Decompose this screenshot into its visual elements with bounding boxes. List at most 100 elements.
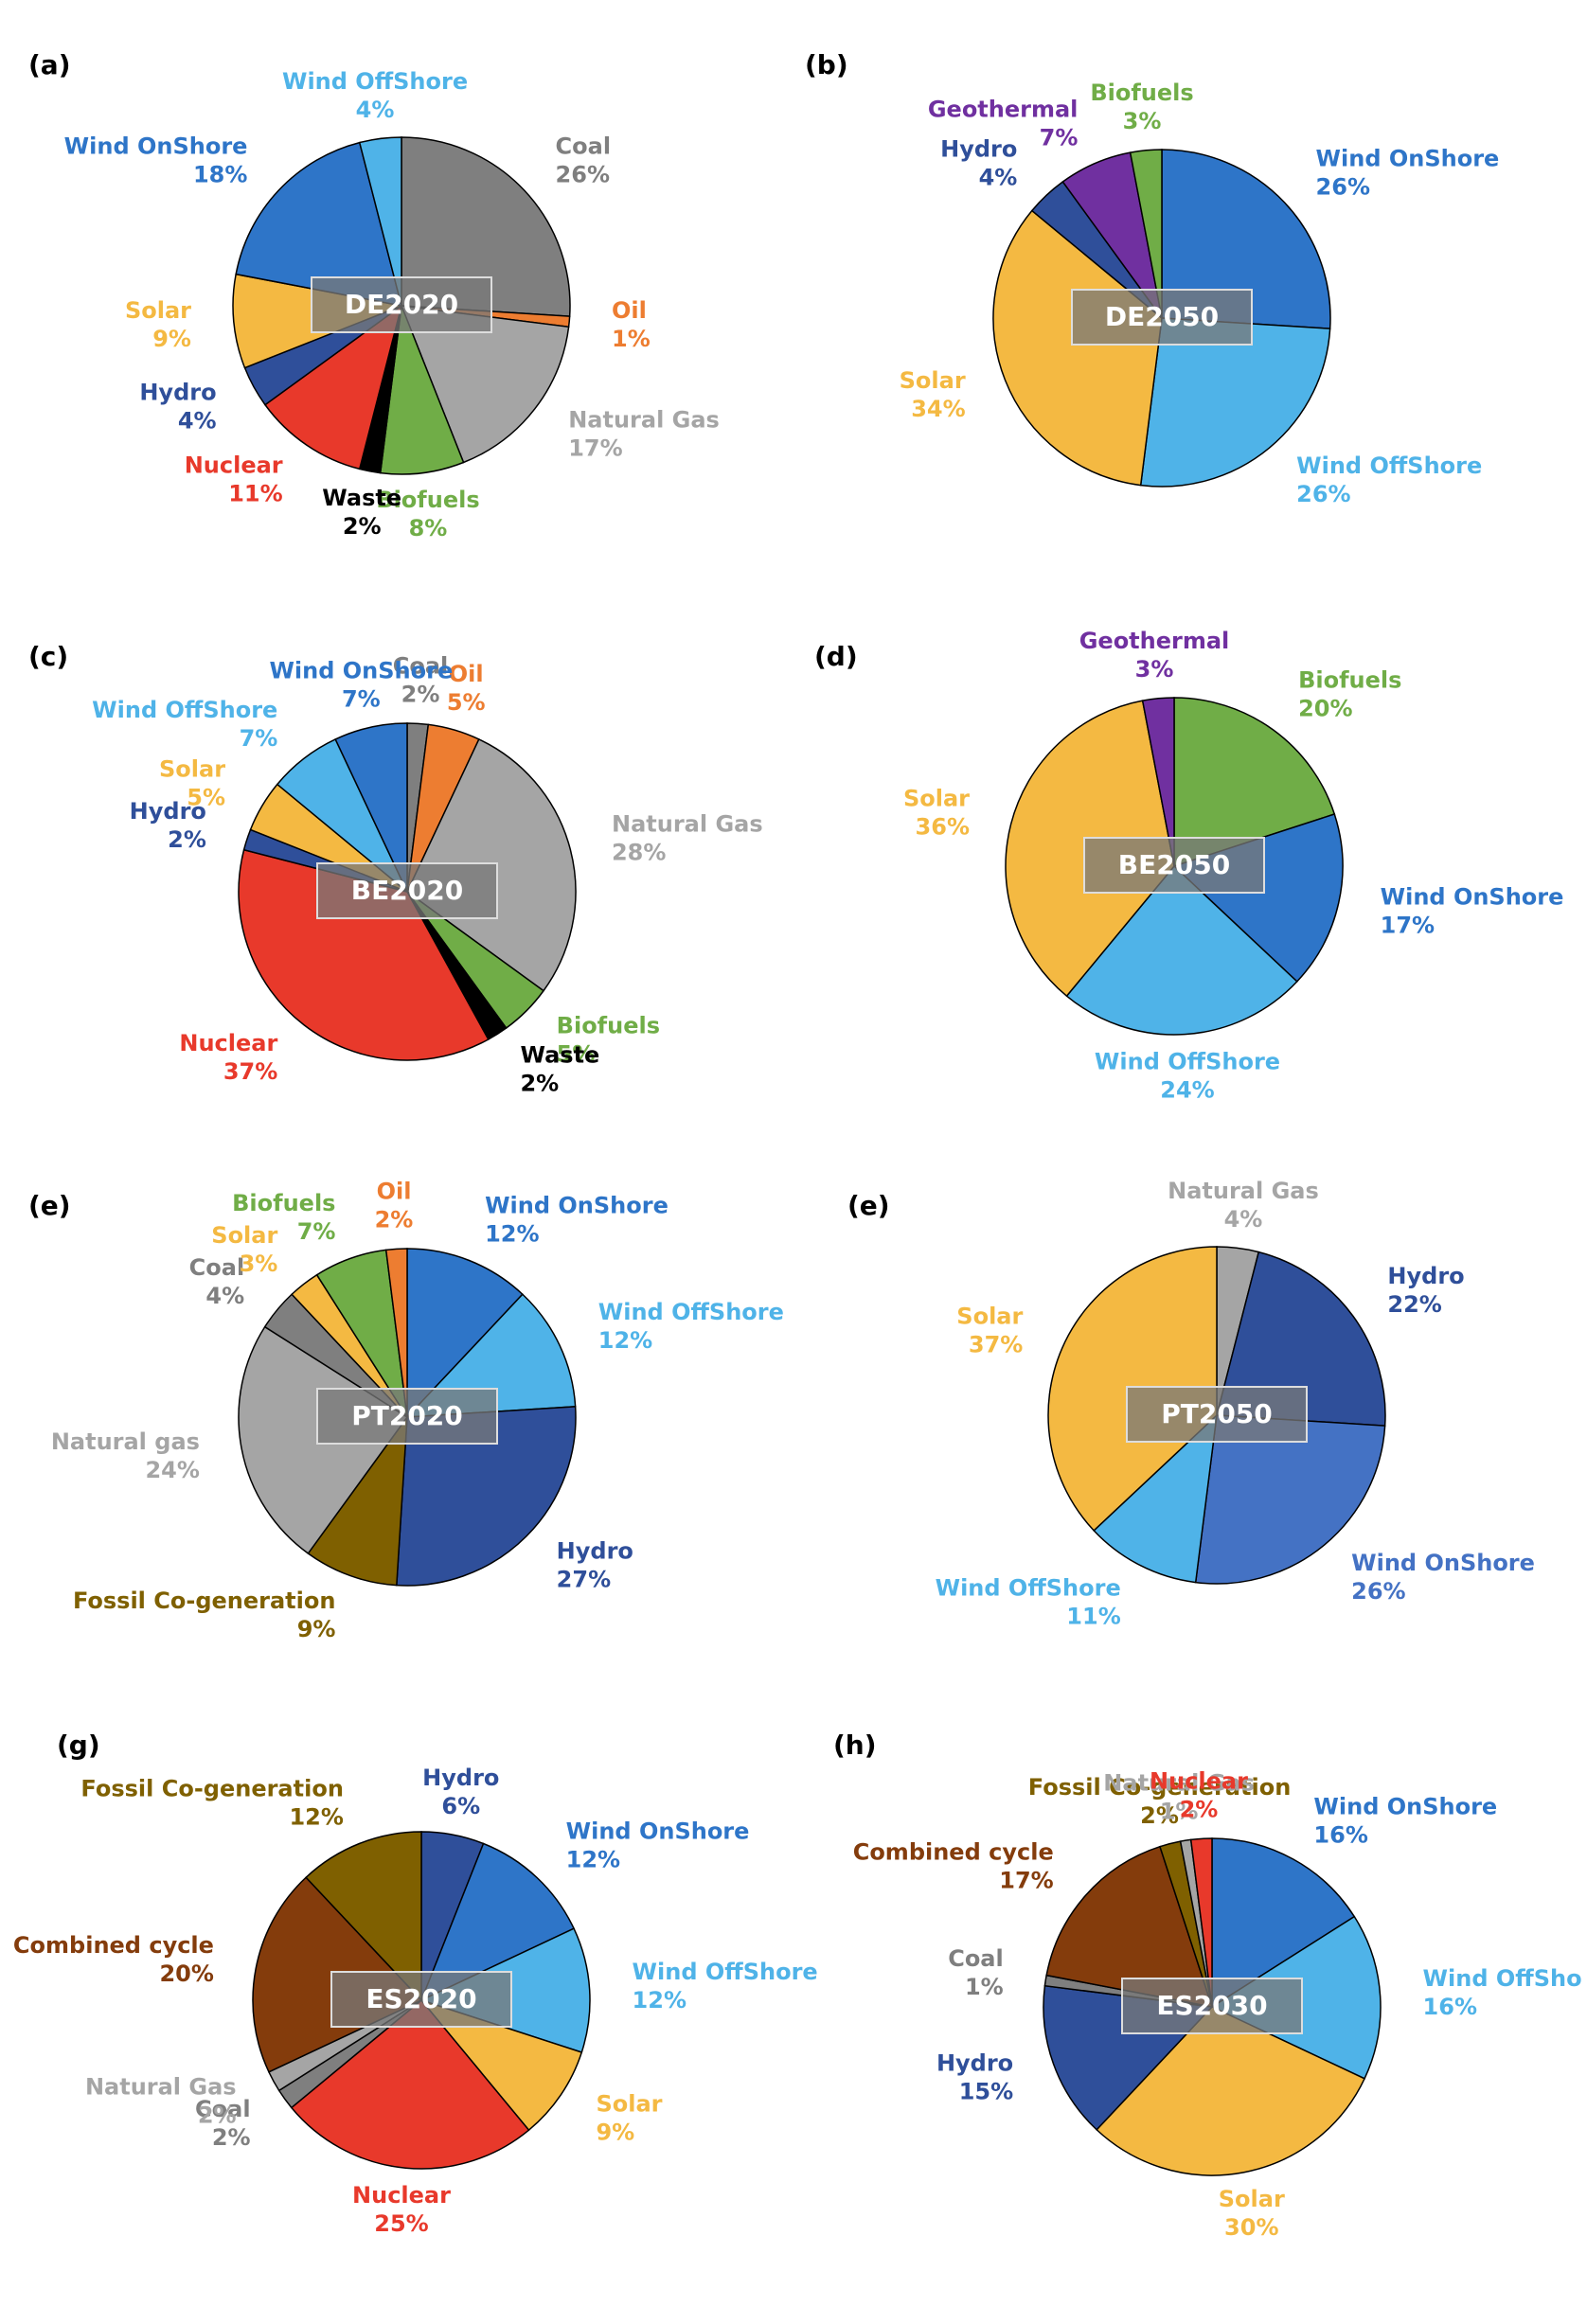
panel-label: (g) <box>57 1730 100 1761</box>
slice-name: Coal <box>393 652 449 679</box>
slice-name: Hydro <box>936 2050 1013 2077</box>
slice-name: Hydro <box>422 1765 499 1791</box>
slice-name: Oil <box>377 1178 412 1204</box>
center-title: PT2020 <box>351 1400 463 1431</box>
pie-slice <box>1194 1414 1386 1585</box>
slice-value-label: 2% <box>401 681 440 707</box>
slice-name: Geothermal <box>928 96 1079 122</box>
slice-name: Fossil Co-generation <box>73 1588 335 1614</box>
slice-value-label: 9% <box>596 2119 634 2145</box>
slice-name: Geothermal <box>1079 628 1230 654</box>
pie-slice <box>405 1293 577 1418</box>
slice-value-label: 24% <box>145 1457 199 1483</box>
pie-slice <box>307 1414 408 1587</box>
pie-slice <box>406 1248 524 1419</box>
slice-value-label: 5% <box>187 784 225 810</box>
slice-name: Biofuels <box>232 1190 335 1216</box>
slice-value-label: 27% <box>557 1567 611 1593</box>
slice-name: Biofuels <box>1090 80 1193 106</box>
slice-value-label: 8% <box>409 515 448 541</box>
panel-label: (h) <box>833 1730 877 1761</box>
slice-name: Wind OffShore <box>92 697 277 723</box>
slice-value-label: 22% <box>1387 1291 1441 1318</box>
pie-slice <box>1161 149 1331 329</box>
slice-value-label: 37% <box>223 1058 277 1085</box>
slice-name: Hydro <box>1387 1263 1464 1289</box>
center-box <box>1071 289 1253 346</box>
pie-slice <box>1189 1837 1213 2008</box>
slice-value-label: 17% <box>568 435 622 462</box>
slice-name: Hydro <box>557 1538 633 1565</box>
slice-value-label: 16% <box>1313 1822 1367 1849</box>
slice-value-label: 26% <box>1351 1578 1405 1605</box>
slice-value-label: 4% <box>979 164 1018 190</box>
slice-value-label: 11% <box>228 480 282 506</box>
center-box <box>316 1388 498 1445</box>
slice-name: Solar <box>125 297 191 324</box>
slice-value-label: 5% <box>447 689 486 716</box>
slice-value-label: 37% <box>969 1331 1023 1357</box>
center-title: DE2050 <box>1105 301 1219 332</box>
slice-name: Nuclear <box>1150 1767 1248 1794</box>
slice-value-label: 2% <box>198 2102 237 2128</box>
slice-value-label: 2% <box>343 513 382 540</box>
pie-slice <box>400 305 570 464</box>
slice-name: Wind OffShore <box>936 1575 1121 1602</box>
slice-value-label: 17% <box>999 1868 1053 1894</box>
slice-value-label: 34% <box>911 396 965 422</box>
slice-value-label: 18% <box>193 161 247 187</box>
slice-value-label: 16% <box>1423 1994 1477 2020</box>
slice-name: Solar <box>1219 2186 1285 2212</box>
slice-value-label: 28% <box>612 840 666 866</box>
slice-name: Hydro <box>940 135 1017 162</box>
slice-name: Wind OnShore <box>566 1818 750 1844</box>
slice-name: Biofuels <box>1298 667 1401 694</box>
slice-name: Coal <box>556 133 612 159</box>
slice-value-label: 4% <box>1224 1206 1263 1233</box>
slice-name: Coal <box>189 1254 245 1281</box>
pie-slice <box>419 1998 583 2132</box>
slice-name: Natural Gas <box>85 2073 237 2100</box>
slice-name: Natural gas <box>51 1428 200 1455</box>
pie-slice <box>419 1842 576 2002</box>
slice-value-label: 7% <box>297 1218 336 1245</box>
center-title: BE2050 <box>1118 849 1230 880</box>
slice-name: Wind OffShore <box>633 1959 818 1985</box>
panel-label: (a) <box>28 49 71 80</box>
slice-name: Wind OnShore <box>1351 1550 1535 1576</box>
slice-name: Wind OnShore <box>485 1193 669 1219</box>
slice-name: Wind OnShore <box>1381 884 1564 911</box>
slice-name: Coal <box>948 1945 1004 1972</box>
slice-value-label: 3% <box>240 1251 278 1277</box>
pie-slice <box>1096 2006 1366 2176</box>
center-box <box>330 1971 512 2028</box>
slice-value-label: 2% <box>1140 1802 1179 1829</box>
slice-value-label: 7% <box>1040 124 1079 151</box>
slice-value-label: 25% <box>374 2210 428 2237</box>
pie-slice <box>1129 149 1163 319</box>
slice-name: Wind OffShore <box>1296 452 1482 479</box>
slice-value-label: 3% <box>1135 656 1174 683</box>
slice-name: Solar <box>596 2090 662 2117</box>
slice-value-label: 26% <box>1316 173 1370 200</box>
slice-name: Wind OffShore <box>1095 1049 1280 1075</box>
slice-name: Biofuels <box>557 1013 660 1039</box>
slice-name: Nuclear <box>185 452 283 478</box>
slice-value-label: 5% <box>557 1041 596 1068</box>
panel-label: (e) <box>28 1190 71 1221</box>
slice-value-label: 2% <box>520 1070 559 1096</box>
slice-value-label: 26% <box>1296 481 1350 507</box>
center-box <box>316 862 498 919</box>
slice-name: Oil <box>612 297 647 324</box>
slice-name: Solar <box>903 786 970 812</box>
slice-name: Hydro <box>130 798 206 825</box>
center-title: PT2050 <box>1161 1398 1273 1429</box>
pie-slice <box>235 141 403 307</box>
slice-value-label: 9% <box>152 326 191 352</box>
center-title: DE2020 <box>345 289 458 320</box>
slice-name: Nuclear <box>352 2182 451 2209</box>
pie-slice <box>1065 864 1298 1036</box>
slice-value-label: 11% <box>1066 1604 1120 1630</box>
slice-value-label: 17% <box>1381 913 1435 939</box>
pie-slice <box>1216 1251 1386 1427</box>
